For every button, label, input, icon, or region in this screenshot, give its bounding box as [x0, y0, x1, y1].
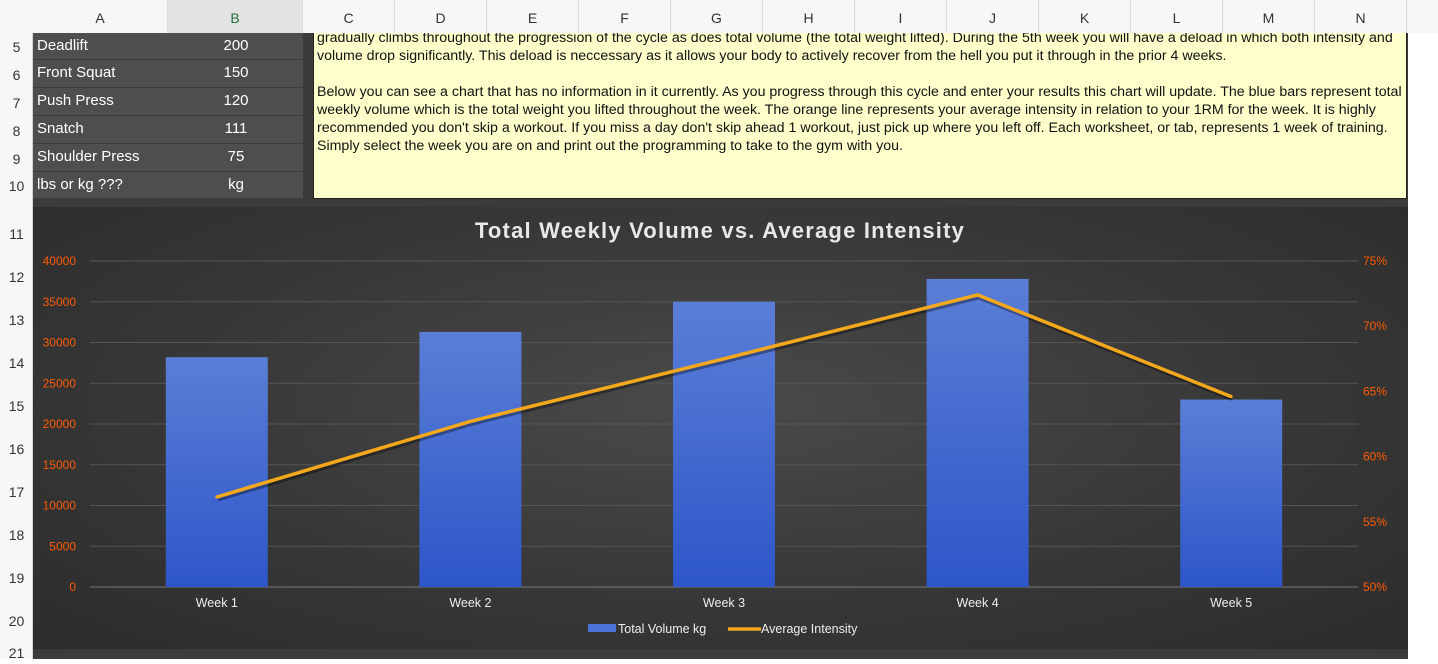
intensity-point [215, 495, 219, 499]
left-axis-tick-label: 10000 [43, 499, 77, 513]
column-header-n[interactable]: N [1315, 0, 1407, 33]
lift-value-cell[interactable]: 111 [224, 120, 248, 137]
left-axis-tick-label: 20000 [43, 417, 77, 431]
volume-bar [165, 357, 268, 587]
chart-canvas: Total Weekly Volume vs. Average Intensit… [43, 218, 1388, 636]
lift-value-cell[interactable]: 75 [227, 148, 245, 165]
right-axis-tick-label: 60% [1363, 450, 1387, 464]
row-header-16[interactable]: 16 [8, 441, 25, 457]
row-header-12[interactable]: 12 [8, 269, 25, 285]
intensity-point [722, 357, 726, 361]
lift-value-cell[interactable]: 120 [223, 92, 249, 109]
instructions-paragraph-1: gradually climbs throughout the progress… [317, 33, 1393, 65]
row-header-11[interactable]: 11 [9, 226, 24, 242]
right-axis-tick-label: 70% [1363, 319, 1387, 333]
volume-bar [419, 331, 522, 587]
right-axis-tick-label: 55% [1363, 515, 1387, 529]
row-header-7[interactable]: 7 [12, 95, 21, 111]
row-header-9[interactable]: 9 [12, 151, 21, 167]
category-label: Week 3 [703, 596, 745, 610]
left-axis-tick-label: 35000 [43, 295, 77, 309]
right-axis-tick-label: 65% [1363, 384, 1387, 398]
column-header-j[interactable]: J [947, 0, 1039, 33]
left-axis-tick-label: 40000 [43, 254, 77, 268]
lift-name-cell[interactable]: lbs or kg ??? [37, 176, 123, 193]
row-header-19[interactable]: 19 [8, 570, 25, 586]
lift-row[interactable]: Front Squat 150 [33, 60, 303, 87]
volume-bar [926, 278, 1029, 587]
intensity-point [468, 419, 472, 423]
column-header-k[interactable]: K [1039, 0, 1131, 33]
sheet-empty-area[interactable] [1408, 33, 1438, 659]
column-header-l[interactable]: L [1131, 0, 1223, 33]
right-axis-tick-label: 75% [1363, 254, 1387, 268]
lift-value-cell[interactable]: 200 [223, 37, 249, 54]
row-header-15[interactable]: 15 [8, 398, 25, 414]
category-label: Week 1 [196, 596, 238, 610]
row-header-18[interactable]: 18 [8, 527, 25, 543]
column-header-i[interactable]: I [855, 0, 947, 33]
lift-value-cell[interactable]: kg [228, 176, 244, 193]
instructions-paragraph-2: Below you can see a chart that has no in… [317, 84, 1402, 155]
left-axis-tick-label: 5000 [49, 539, 76, 553]
left-axis-tick-label: 30000 [43, 336, 77, 350]
lift-row[interactable]: Push Press 120 [33, 88, 303, 115]
lift-name-cell[interactable]: Snatch [37, 120, 84, 137]
row-header-21[interactable]: 21 [8, 645, 25, 661]
volume-bar [1180, 399, 1283, 587]
column-header-d[interactable]: D [395, 0, 487, 33]
intensity-point [976, 293, 980, 297]
row-header-14[interactable]: 14 [8, 355, 25, 371]
row-header-17[interactable]: 17 [8, 484, 25, 500]
lift-value-cell[interactable]: 150 [223, 64, 249, 81]
category-label: Week 2 [449, 596, 491, 610]
right-axis-tick-label: 50% [1363, 580, 1387, 594]
lift-row[interactable]: lbs or kg ??? kg [33, 172, 303, 198]
column-header-h[interactable]: H [763, 0, 855, 33]
lift-name-cell[interactable]: Shoulder Press [37, 148, 140, 165]
column-header-e[interactable]: E [487, 0, 579, 33]
left-axis-tick-label: 0 [69, 580, 76, 594]
left-axis-tick-label: 25000 [43, 376, 77, 390]
volume-bar [673, 301, 775, 587]
category-label: Week 5 [1210, 596, 1252, 610]
intensity-point [1229, 395, 1233, 399]
lift-row[interactable]: Snatch 111 [33, 116, 303, 143]
row-header-13[interactable]: 13 [8, 312, 25, 328]
column-header-m[interactable]: M [1223, 0, 1315, 33]
volume-intensity-chart[interactable]: Total Weekly Volume vs. Average Intensit… [33, 207, 1408, 649]
lift-row[interactable]: Deadlift 200 [33, 33, 303, 59]
lift-name-cell[interactable]: Deadlift [37, 37, 88, 54]
column-header-g[interactable]: G [671, 0, 763, 33]
legend-swatch-volume [588, 624, 616, 632]
chart-title: Total Weekly Volume vs. Average Intensit… [475, 218, 965, 243]
row-header-6[interactable]: 6 [12, 67, 21, 83]
instructions-textbox[interactable]: gradually climbs throughout the progress… [313, 33, 1407, 199]
lift-row[interactable]: Shoulder Press 75 [33, 144, 303, 171]
lift-name-cell[interactable]: Push Press [37, 92, 114, 109]
row-header-5[interactable]: 5 [12, 39, 21, 55]
row-header-10[interactable]: 10 [8, 178, 25, 194]
row-header-20[interactable]: 20 [8, 613, 25, 629]
row-header-bar: 5 6 7 8 9 10 11 12 13 14 15 16 17 18 19 20 21 [0, 33, 33, 661]
category-label: Week 4 [957, 596, 999, 610]
column-header-b[interactable]: B [168, 0, 303, 33]
legend-label-intensity: Average Intensity [761, 622, 858, 636]
column-header-a[interactable]: A [33, 0, 168, 33]
legend-label-volume: Total Volume kg [618, 622, 706, 636]
row-header-8[interactable]: 8 [12, 123, 21, 139]
column-header-c[interactable]: C [303, 0, 395, 33]
column-header-f[interactable]: F [579, 0, 671, 33]
lift-name-cell[interactable]: Front Squat [37, 64, 116, 81]
left-axis-tick-label: 15000 [43, 458, 77, 472]
